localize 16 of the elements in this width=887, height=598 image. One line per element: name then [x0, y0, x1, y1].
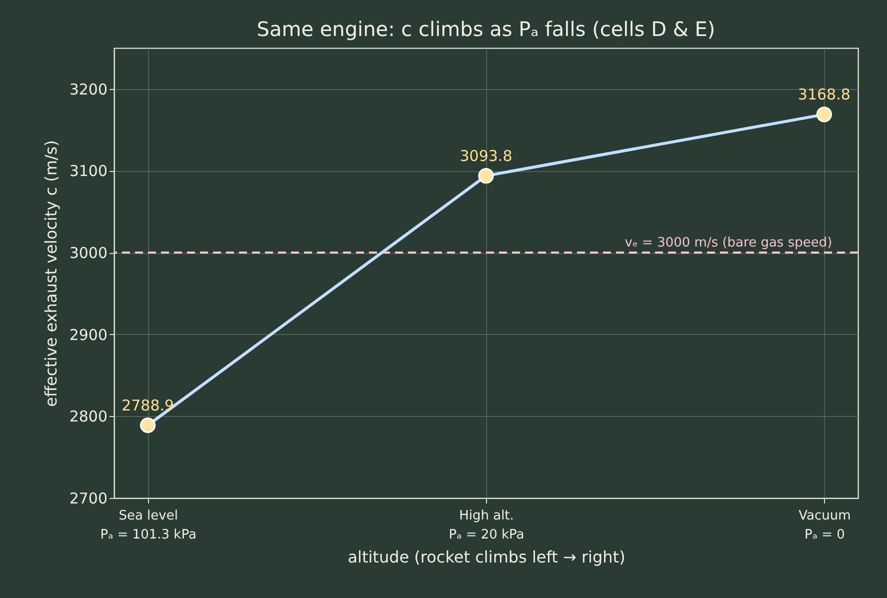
x-tick-label: Sea level Pₐ = 101.3 kPa [100, 508, 196, 542]
y-tick-label: 3100 [69, 162, 108, 180]
y-axis-title: effective exhaust velocity c (m/s) [41, 140, 60, 407]
x-tick-label: High alt. Pₐ = 20 kPa [448, 508, 524, 542]
x-tick-label: Vacuum Pₐ = 0 [798, 508, 851, 542]
ref-line-label: vₑ = 3000 m/s (bare gas speed) [624, 236, 832, 251]
x-axis-title: altitude (rocket climbs left → right) [348, 548, 626, 566]
y-tick-label: 2800 [69, 408, 108, 426]
y-tick-label: 2900 [69, 326, 108, 344]
data-label: 3168.8 [798, 85, 850, 104]
y-tick-label: 3200 [69, 80, 108, 98]
y-tick-label: 2700 [69, 490, 108, 508]
data-label: 2788.9 [122, 396, 174, 414]
chart-title: Same engine: c climbs as Pₐ falls (cells D & E) [256, 17, 716, 41]
y-tick-label: 3000 [69, 244, 108, 262]
data-label: 3093.8 [460, 146, 512, 165]
